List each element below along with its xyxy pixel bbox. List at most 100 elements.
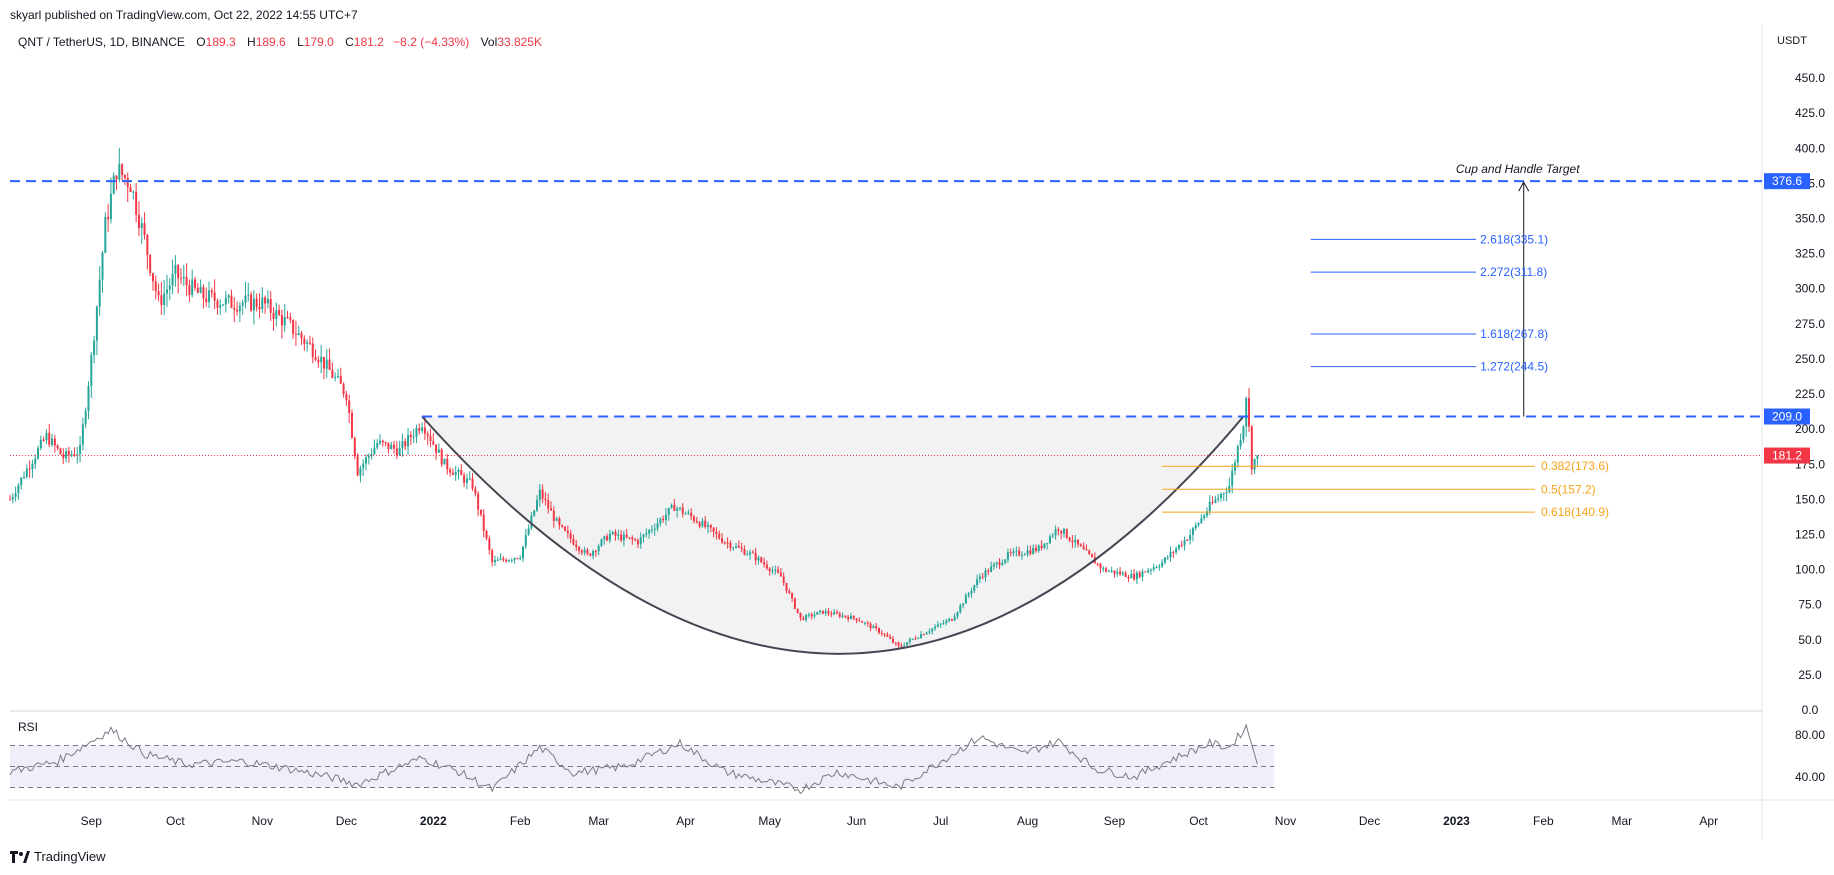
candle-body — [53, 438, 56, 446]
candle-body — [678, 507, 681, 509]
candle-body — [838, 613, 841, 617]
time-tick-label: Dec — [1359, 814, 1380, 828]
candle-body — [11, 496, 14, 500]
candle-body — [1068, 537, 1071, 541]
candle-body — [65, 450, 68, 459]
price-tick-label: 100.0 — [1795, 563, 1825, 577]
candle-body — [451, 472, 454, 475]
candle-body — [819, 610, 822, 612]
candle-body — [1211, 501, 1214, 503]
candle-body — [967, 593, 970, 596]
rsi-tick-label: 40.00 — [1795, 770, 1825, 784]
candle-body — [393, 444, 396, 449]
candle-body — [387, 442, 390, 450]
candle-body — [289, 317, 292, 320]
symbol-title[interactable]: QNT / TetherUS, 1D, BINANCE — [18, 35, 185, 49]
candle-body — [892, 638, 895, 643]
candle-body — [673, 504, 676, 511]
candle-body — [589, 553, 592, 556]
candle-body — [768, 568, 771, 572]
candle-body — [1001, 562, 1004, 566]
candle-body — [578, 547, 581, 551]
candle-body — [81, 424, 84, 445]
candle-body — [258, 306, 261, 310]
candle-body — [1180, 544, 1183, 546]
candle-body — [659, 518, 662, 524]
candle-body — [1063, 528, 1066, 534]
candle-body — [300, 333, 303, 339]
candle-body — [894, 642, 897, 644]
candle-body — [149, 255, 152, 274]
candle-body — [1091, 554, 1094, 558]
candle-body — [496, 559, 499, 561]
candle-body — [331, 369, 334, 378]
candle-body — [984, 570, 987, 578]
candle-body — [656, 523, 659, 529]
candle-body — [303, 338, 306, 344]
rsi-indicator-label[interactable]: RSI — [18, 720, 39, 734]
candle-body — [1250, 426, 1253, 470]
candle-body — [457, 470, 460, 472]
candle-body — [280, 314, 283, 326]
candle-body — [1256, 455, 1259, 459]
candle-body — [1113, 570, 1116, 574]
candle-body — [858, 620, 861, 622]
candle-body — [614, 531, 617, 536]
price-chart[interactable]: 0.025.050.075.0100.0125.0150.0175.0200.0… — [0, 0, 1834, 850]
candle-body — [586, 549, 589, 554]
candle-body — [20, 477, 23, 486]
candle-body — [446, 458, 449, 470]
candle-body — [266, 299, 269, 304]
candle-body — [695, 520, 698, 523]
candle-body — [959, 605, 962, 613]
candle-body — [101, 252, 104, 280]
candle-body — [729, 542, 732, 548]
candle-body — [516, 558, 519, 560]
candle-body — [208, 290, 211, 303]
candle-body — [575, 544, 578, 548]
resistance-price-tag — [1764, 408, 1810, 425]
candle-body — [507, 560, 510, 562]
candle-body — [1133, 573, 1136, 580]
candle-body — [1253, 458, 1256, 470]
candle-body — [429, 435, 432, 442]
fib-retracement-label: 0.5(157.2) — [1541, 482, 1596, 496]
candle-body — [1110, 570, 1113, 572]
candle-body — [205, 298, 208, 303]
candle-body — [1248, 397, 1251, 427]
candle-body — [987, 570, 990, 572]
candle-body — [188, 285, 191, 295]
candle-body — [956, 612, 959, 617]
candle-body — [224, 297, 227, 305]
candle-body — [1085, 549, 1088, 551]
candle-body — [844, 615, 847, 617]
candle-body — [1183, 539, 1186, 546]
change-value: −8.2 (−4.33%) — [393, 35, 470, 49]
candle-body — [1029, 550, 1032, 554]
candle-body — [805, 614, 808, 620]
candle-body — [917, 637, 920, 639]
candle-body — [939, 623, 942, 625]
candle-body — [847, 616, 850, 620]
candle-body — [39, 439, 42, 449]
price-tick-label: 350.0 — [1795, 212, 1825, 226]
candle-body — [250, 294, 253, 311]
tradingview-brand[interactable]: TradingView — [10, 849, 106, 864]
candle-body — [760, 557, 763, 563]
fib-extension-label: 2.618(335.1) — [1480, 232, 1548, 246]
candle-body — [135, 191, 138, 215]
candle-body — [1012, 551, 1015, 554]
candle-body — [712, 527, 715, 532]
candle-body — [835, 612, 838, 614]
candle-body — [1172, 551, 1175, 553]
candle-body — [1245, 397, 1248, 427]
candle-body — [477, 493, 480, 510]
candle-body — [1144, 571, 1147, 573]
candle-body — [322, 356, 325, 369]
candle-body — [165, 289, 168, 294]
candle-body — [676, 508, 679, 511]
candle-body — [236, 309, 239, 312]
candle-body — [499, 558, 502, 560]
tradingview-brand-label: TradingView — [34, 849, 106, 864]
candle-body — [418, 428, 421, 431]
